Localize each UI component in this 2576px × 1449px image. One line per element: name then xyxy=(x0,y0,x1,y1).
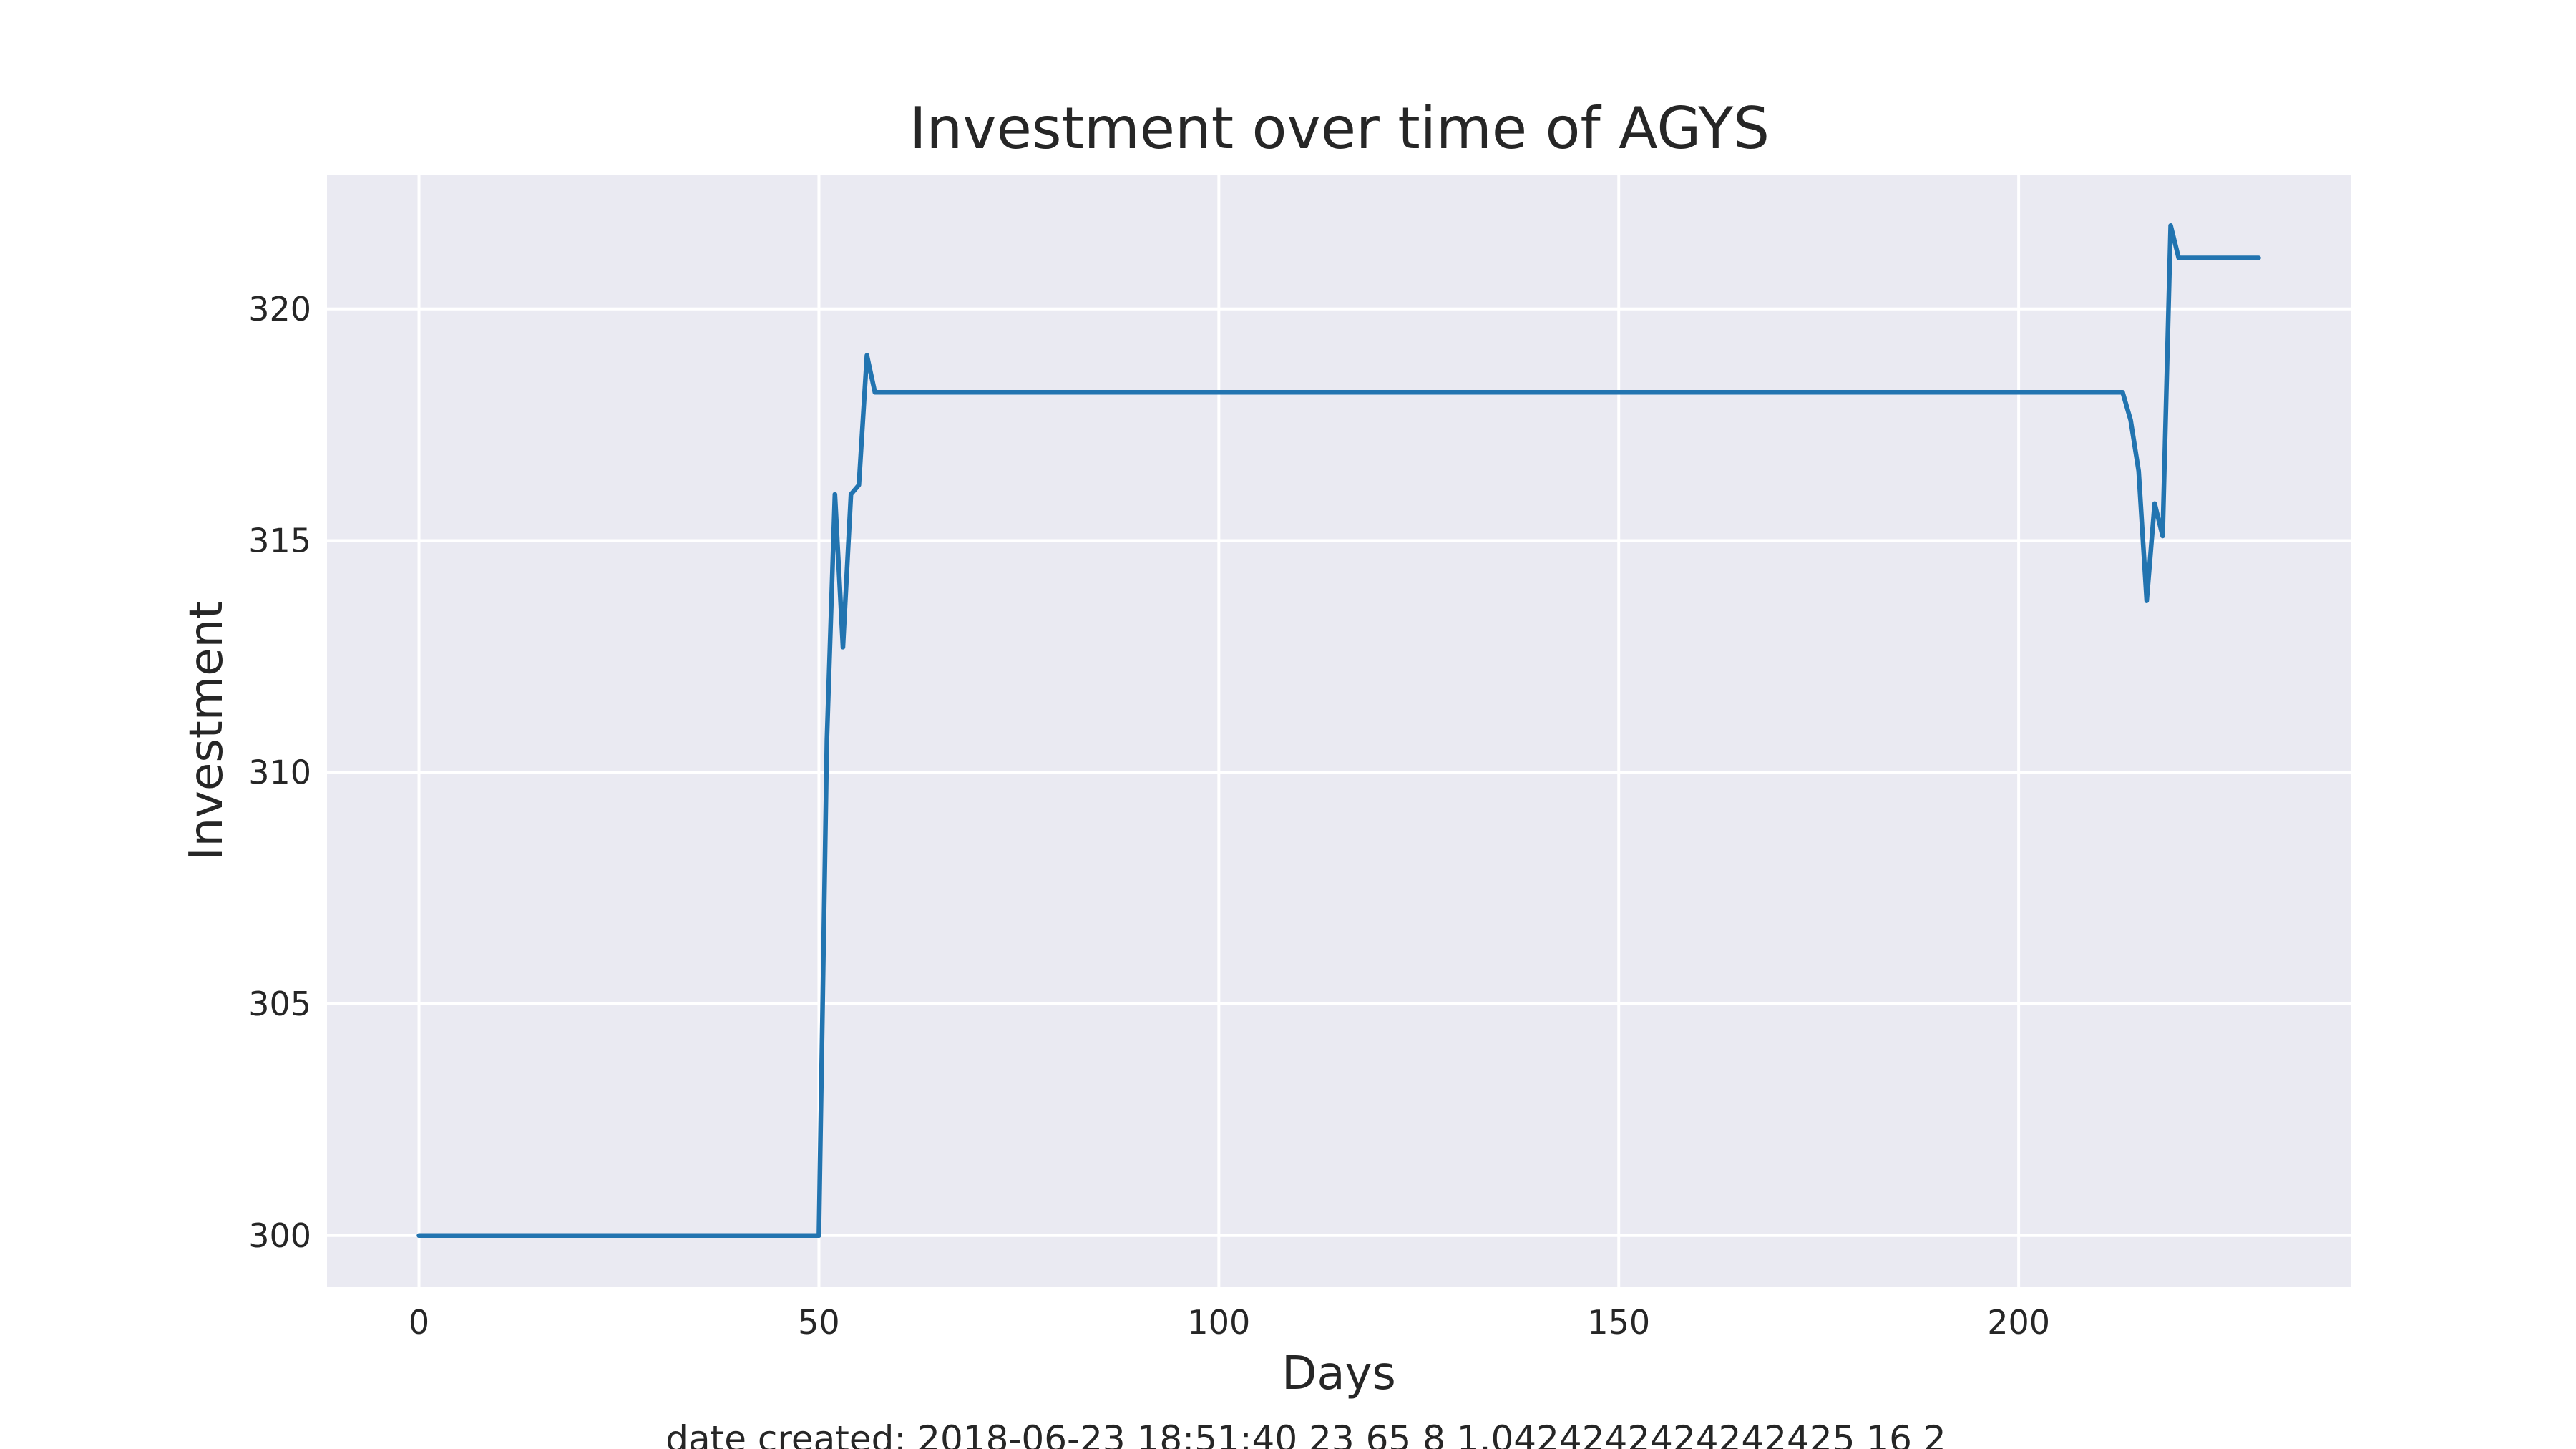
plot-area xyxy=(327,175,2351,1287)
y-axis-label: Investment xyxy=(180,601,233,861)
x-axis-label: Days xyxy=(1282,1347,1396,1400)
y-tick-label: 315 xyxy=(248,522,311,560)
x-tick-label: 50 xyxy=(798,1303,840,1342)
y-tick-label: 305 xyxy=(248,985,311,1023)
y-tick-labels: 300 305 310 315 320 xyxy=(248,290,311,1255)
caption: date created: 2018-06-23 18:51:40 23 65 … xyxy=(665,1418,1946,1449)
chart-title: Investment over time of AGYS xyxy=(909,95,1770,162)
y-tick-label: 320 xyxy=(248,290,311,328)
x-tick-label: 100 xyxy=(1187,1303,1250,1342)
series-line xyxy=(416,223,2261,1239)
y-tick-label: 310 xyxy=(248,753,311,791)
y-tick-label: 300 xyxy=(248,1216,311,1255)
series-layer xyxy=(416,223,2261,1239)
x-tick-label: 200 xyxy=(1987,1303,2050,1342)
x-tick-label: 150 xyxy=(1587,1303,1650,1342)
x-tick-labels: 0 50 100 150 200 xyxy=(409,1303,2050,1342)
x-tick-label: 0 xyxy=(409,1303,429,1342)
